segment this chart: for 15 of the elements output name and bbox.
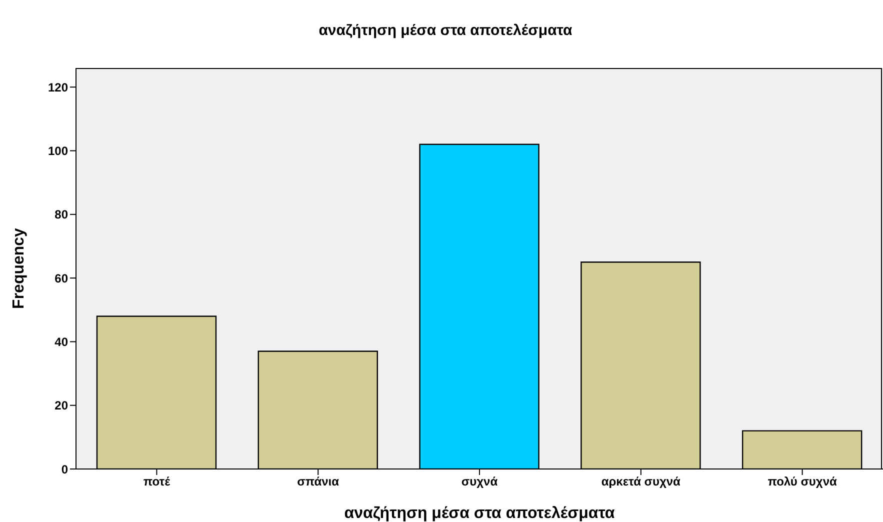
y-tick-label: 100: [48, 144, 68, 158]
y-tick-label: 80: [54, 208, 68, 222]
x-tick-label: πολύ συχνά: [768, 474, 838, 489]
x-tick-label: σπάνια: [297, 474, 340, 489]
x-tick-label: αρκετά συχνά: [601, 474, 682, 489]
y-tick-label: 120: [48, 80, 68, 94]
y-axis-title: Frequency: [10, 228, 28, 309]
y-tick-label: 40: [54, 334, 68, 349]
y-tick-label: 20: [54, 398, 68, 413]
x-axis-title: αναζήτηση μέσα στα αποτελέσματα: [344, 505, 615, 522]
y-tick-label: 60: [54, 271, 68, 286]
chart-title: αναζήτηση μέσα στα αποτελέσματα: [318, 22, 574, 39]
x-tick-label: ποτέ: [143, 474, 171, 489]
y-tick-label: 0: [61, 462, 68, 476]
x-tick-label: συχνά: [461, 474, 498, 489]
